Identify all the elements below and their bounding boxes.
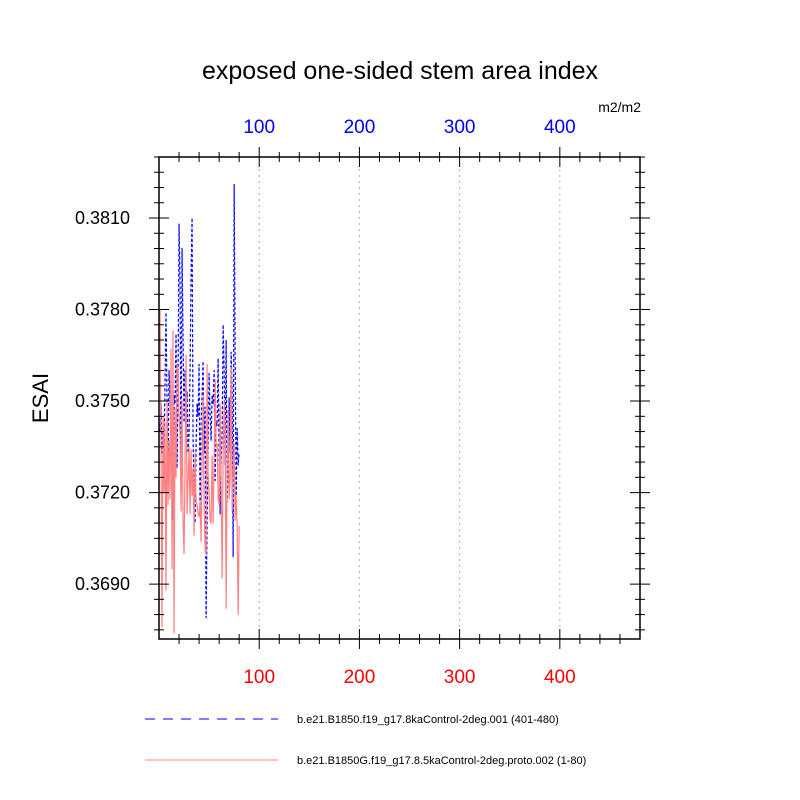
y-tick-label: 0.3690 bbox=[75, 574, 130, 594]
x-tick-label-bottom: 400 bbox=[544, 667, 576, 688]
legend-label-series-1: b.e21.B1850.f19_g17.8kaControl-2deg.001 … bbox=[297, 714, 559, 726]
y-axis-label: ESAI bbox=[28, 373, 53, 423]
axis-ticks bbox=[149, 147, 650, 649]
x-tick-label-bottom: 100 bbox=[243, 667, 275, 688]
x-tick-label-top: 300 bbox=[444, 117, 476, 138]
x-tick-label-top: 100 bbox=[243, 117, 275, 138]
y-tick-label: 0.3750 bbox=[75, 391, 130, 411]
x-grid-lines bbox=[258, 157, 561, 639]
series-layer bbox=[159, 183, 240, 634]
x-tick-label-top: 200 bbox=[344, 117, 376, 138]
y-tick-label: 0.3720 bbox=[75, 483, 130, 503]
legend-label-series-2: b.e21.B1850G.f19_g17.8.5kaControl-2deg.p… bbox=[297, 755, 586, 767]
x-tick-label-bottom: 200 bbox=[344, 667, 376, 688]
x-tick-label-top: 400 bbox=[544, 117, 576, 138]
chart-title: exposed one-sided stem area index bbox=[202, 57, 599, 85]
y-tick-label: 0.3810 bbox=[75, 208, 130, 228]
y-tick-label: 0.3780 bbox=[75, 300, 130, 320]
units-label: m2/m2 bbox=[598, 99, 641, 115]
legend: b.e21.B1850.f19_g17.8kaControl-2deg.001 … bbox=[145, 714, 586, 767]
x-tick-label-bottom: 300 bbox=[444, 667, 476, 688]
series-line-2 bbox=[159, 309, 240, 634]
